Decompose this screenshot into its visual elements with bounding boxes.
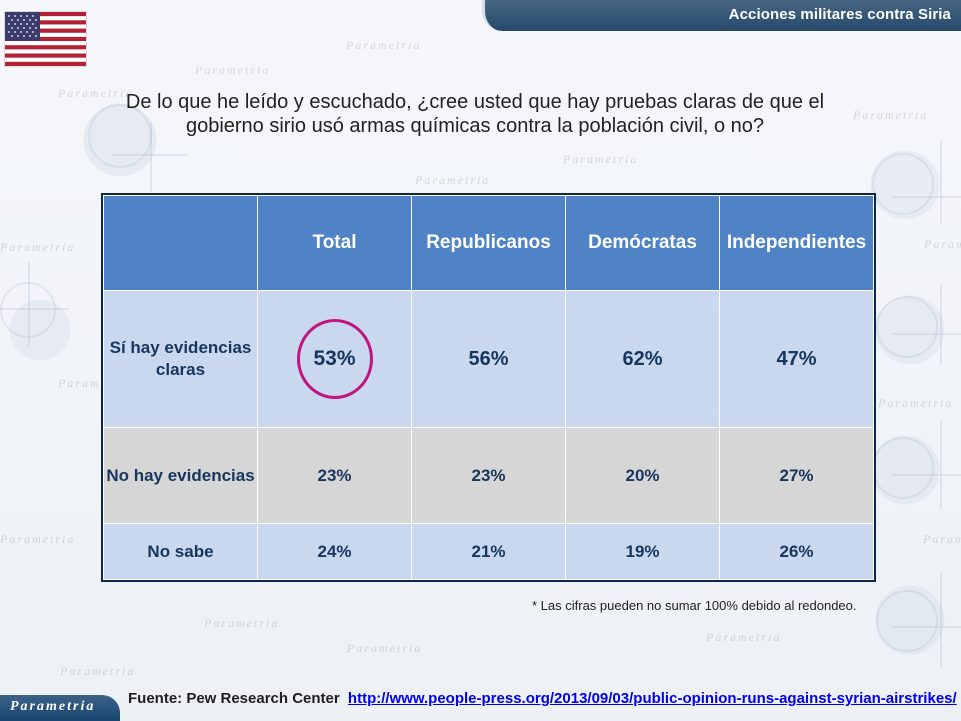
- brand-footer-tab: Parametria: [0, 695, 120, 721]
- row-label-no-hay-evidencias: No hay evidencias: [103, 427, 258, 524]
- table-cell: 23%: [411, 427, 566, 524]
- table-header-row: Total Republicanos Demócratas Independie…: [103, 195, 874, 291]
- survey-question: De lo que he leído y escuchado, ¿cree us…: [125, 91, 825, 137]
- results-table-container: Total Republicanos Demócratas Independie…: [101, 193, 876, 582]
- header-banner: Acciones militares contra Siria: [482, 0, 961, 31]
- table-cell: 19%: [565, 523, 720, 580]
- table-row: Sí hay evidencias claras 53% 56% 62% 47%: [103, 290, 874, 428]
- table-cell: 56%: [411, 290, 566, 428]
- table-cell: 47%: [719, 290, 874, 428]
- table-header-total: Total: [257, 195, 412, 291]
- us-flag-icon: [5, 12, 86, 66]
- page-title: Acciones militares contra Siria: [728, 6, 951, 23]
- table-cell: 20%: [565, 427, 720, 524]
- source-label: Fuente: Pew Research Center: [128, 690, 340, 707]
- highlighted-value: 53%: [313, 347, 356, 370]
- table-row: No hay evidencias 23% 23% 20% 27%: [103, 427, 874, 524]
- table-cell: 62%: [565, 290, 720, 428]
- source-link[interactable]: http://www.people-press.org/2013/09/03/p…: [347, 690, 957, 707]
- row-label-no-sabe: No sabe: [103, 523, 258, 580]
- table-header-independientes: Independientes: [719, 195, 874, 291]
- table-cell: 23%: [257, 427, 412, 524]
- source-line: Fuente: Pew Research Center http://www.p…: [128, 690, 957, 707]
- highlight-circle-icon: [296, 319, 373, 399]
- table-cell: 26%: [719, 523, 874, 580]
- table-cell-highlighted-total: 53%: [257, 290, 412, 428]
- table-cell: 27%: [719, 427, 874, 524]
- table-cell: 24%: [257, 523, 412, 580]
- table-row: No sabe 24% 21% 19% 26%: [103, 523, 874, 580]
- row-label-si-hay-evidencias: Sí hay evidencias claras: [103, 290, 258, 428]
- table-header-democratas: Demócratas: [565, 195, 720, 291]
- table-cell: 21%: [411, 523, 566, 580]
- brand-logo-text: Parametria: [10, 699, 96, 714]
- results-table: Total Republicanos Demócratas Independie…: [103, 195, 874, 580]
- table-header-empty: [103, 195, 258, 291]
- table-header-republicanos: Republicanos: [411, 195, 566, 291]
- footnote: * Las cifras pueden no sumar 100% debido…: [532, 598, 857, 613]
